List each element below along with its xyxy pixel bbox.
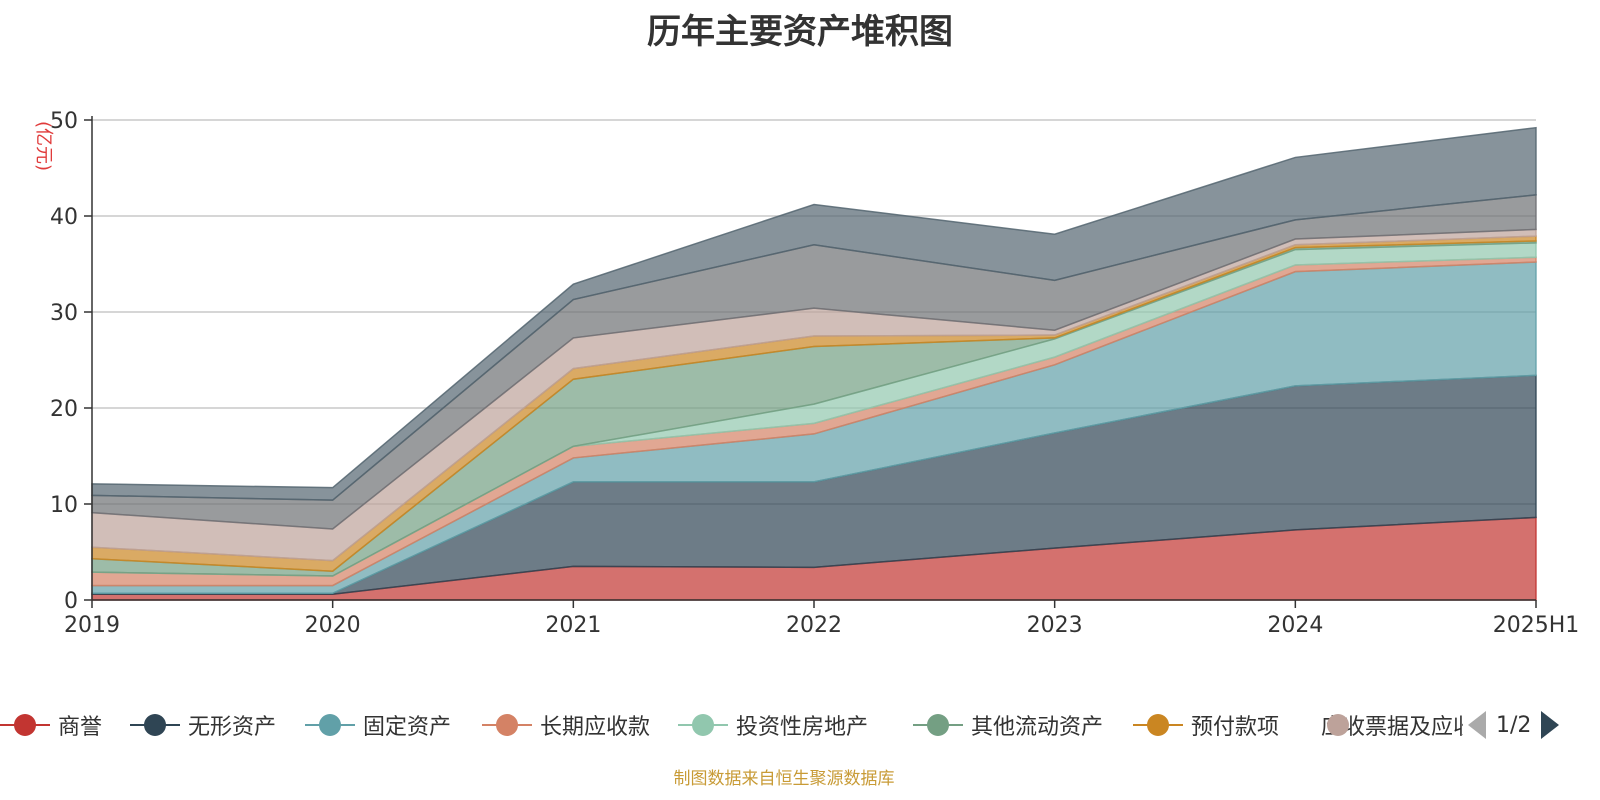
- legend-item[interactable]: 无形资产: [130, 705, 276, 745]
- legend-marker-icon: [1133, 713, 1183, 737]
- legend-label: 预付款项: [1191, 715, 1280, 740]
- legend-item[interactable]: 应收票据及应收账款: [1313, 705, 1463, 745]
- legend-marker-icon: [913, 713, 963, 737]
- legend-prev-page-icon[interactable]: [1468, 711, 1486, 739]
- y-axis-label: (亿元): [33, 121, 54, 171]
- y-tick-label: 40: [50, 205, 78, 230]
- legend-page-indicator: 1/2: [1496, 712, 1532, 738]
- legend-marker-icon: [305, 713, 355, 737]
- y-tick-label: 0: [64, 589, 78, 614]
- x-tick-label: 2025H1: [1493, 613, 1580, 638]
- legend-marker-icon: [482, 713, 532, 737]
- chart-title: 历年主要资产堆积图: [647, 12, 953, 52]
- legend-next-page-icon[interactable]: [1541, 711, 1560, 739]
- legend-item[interactable]: 预付款项: [1133, 705, 1279, 745]
- legend-label: 无形资产: [188, 715, 277, 740]
- legend-label: 投资性房地产: [736, 715, 869, 740]
- legend-item[interactable]: 商誉: [0, 705, 102, 745]
- y-tick-label: 30: [50, 301, 78, 326]
- legend-marker-icon: [0, 713, 50, 737]
- source-note: 制图数据来自恒生聚源数据库: [673, 769, 895, 789]
- legend-item[interactable]: 长期应收款: [482, 705, 650, 745]
- x-tick-label: 2020: [305, 613, 361, 638]
- y-tick-label: 20: [50, 397, 78, 422]
- legend-item[interactable]: 其他流动资产: [913, 705, 1103, 745]
- x-tick-label: 2021: [545, 613, 601, 638]
- legend-item[interactable]: 投资性房地产: [678, 705, 868, 745]
- y-tick-label: 10: [50, 493, 78, 518]
- x-tick-label: 2019: [64, 613, 120, 638]
- legend-item[interactable]: 固定资产: [305, 705, 451, 745]
- legend-marker-icon: [678, 713, 728, 737]
- legend-pager: 1/2: [1468, 705, 1560, 745]
- legend-marker-icon: [130, 713, 180, 737]
- area-series-9: [91, 126, 1537, 501]
- stacked-area-chart: 0 10 20 30 40 50 2019 2020 2021 2022 2023 2024 2025H…: [33, 109, 1580, 638]
- legend-label: 商誉: [58, 715, 103, 740]
- y-tick-label: 50: [50, 109, 78, 134]
- legend-label: 其他流动资产: [971, 715, 1104, 740]
- legend-label: 固定资产: [363, 715, 452, 740]
- x-tick-label: 2022: [786, 613, 842, 638]
- x-tick-label: 2023: [1027, 613, 1083, 638]
- legend: 商誉 无形资产 固定资产 长期应收款 投资性房地产 其他流动资产 预付款项 应收票据及应收账款: [0, 705, 1600, 745]
- legend-label: 长期应收款: [540, 715, 651, 740]
- x-tick-label: 2024: [1267, 613, 1323, 638]
